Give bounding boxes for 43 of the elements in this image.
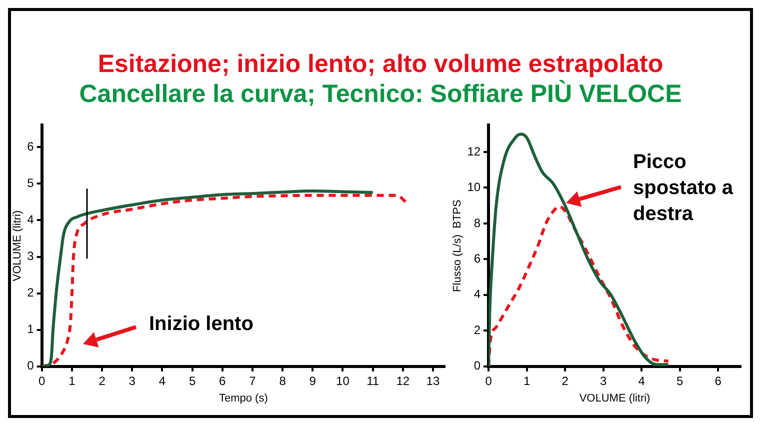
x-tick-label: 2 (98, 374, 106, 388)
y-tick-label: 0 (27, 358, 34, 373)
y-tick-label: 12 (467, 144, 481, 158)
x-tick-label: 6 (219, 374, 226, 388)
x-tick-label: 13 (426, 374, 440, 388)
x-tick-label: 1 (68, 374, 76, 388)
x-tick-label: 10 (336, 374, 350, 388)
x-tick-label: 3 (600, 374, 607, 388)
y-tick-label: 5 (27, 176, 34, 190)
chart-subtitle: Cancellare la curva; Tecnico: Soffiare PIÙ VELOCE (78, 79, 683, 109)
x-tick-label: 4 (638, 374, 646, 388)
x-tick-label: 0 (38, 374, 46, 388)
y-tick-label: 6 (27, 139, 34, 154)
chart-title: Esitazione; inizio lento; alto volume estrapolato (96, 49, 664, 79)
y-tick-label: 6 (474, 252, 481, 266)
x-tick-label: 7 (249, 374, 256, 388)
x-tick-label: 11 (366, 374, 380, 388)
y-tick-label: 10 (467, 180, 481, 194)
x-tick-label: 3 (128, 374, 136, 388)
y-tick-label: 2 (27, 286, 34, 300)
y-tick-label: 4 (474, 287, 481, 302)
y-tick-label: 1 (27, 322, 34, 336)
x-axis-title: Tempo (s) (218, 392, 268, 404)
x-tick-label: 4 (158, 374, 166, 388)
y-tick-label: 2 (474, 322, 481, 337)
x-tick-label: 12 (396, 374, 410, 388)
annotation: Inizio lento (149, 312, 254, 337)
x-tick-label: 5 (188, 374, 196, 388)
y-tick-label: 3 (27, 249, 34, 264)
y-tick-label: 8 (474, 216, 481, 230)
y-axis-title: Flusso (L/s) BTPS (452, 200, 464, 292)
x-tick-label: 0 (485, 374, 492, 388)
y-tick-label: 0 (474, 358, 481, 373)
x-tick-label: 8 (279, 374, 286, 388)
x-tick-label: 9 (309, 374, 316, 388)
x-tick-label: 6 (714, 374, 722, 388)
x-tick-label: 2 (562, 374, 569, 388)
y-tick-label: 4 (27, 212, 34, 227)
x-axis-title: VOLUME (litri) (579, 392, 650, 404)
x-tick-label: 1 (523, 374, 530, 388)
y-axis-title: VOLUME (litri) (12, 210, 24, 282)
x-tick-label: 5 (676, 374, 684, 388)
annotation: Picco spostato a destra (633, 150, 734, 227)
